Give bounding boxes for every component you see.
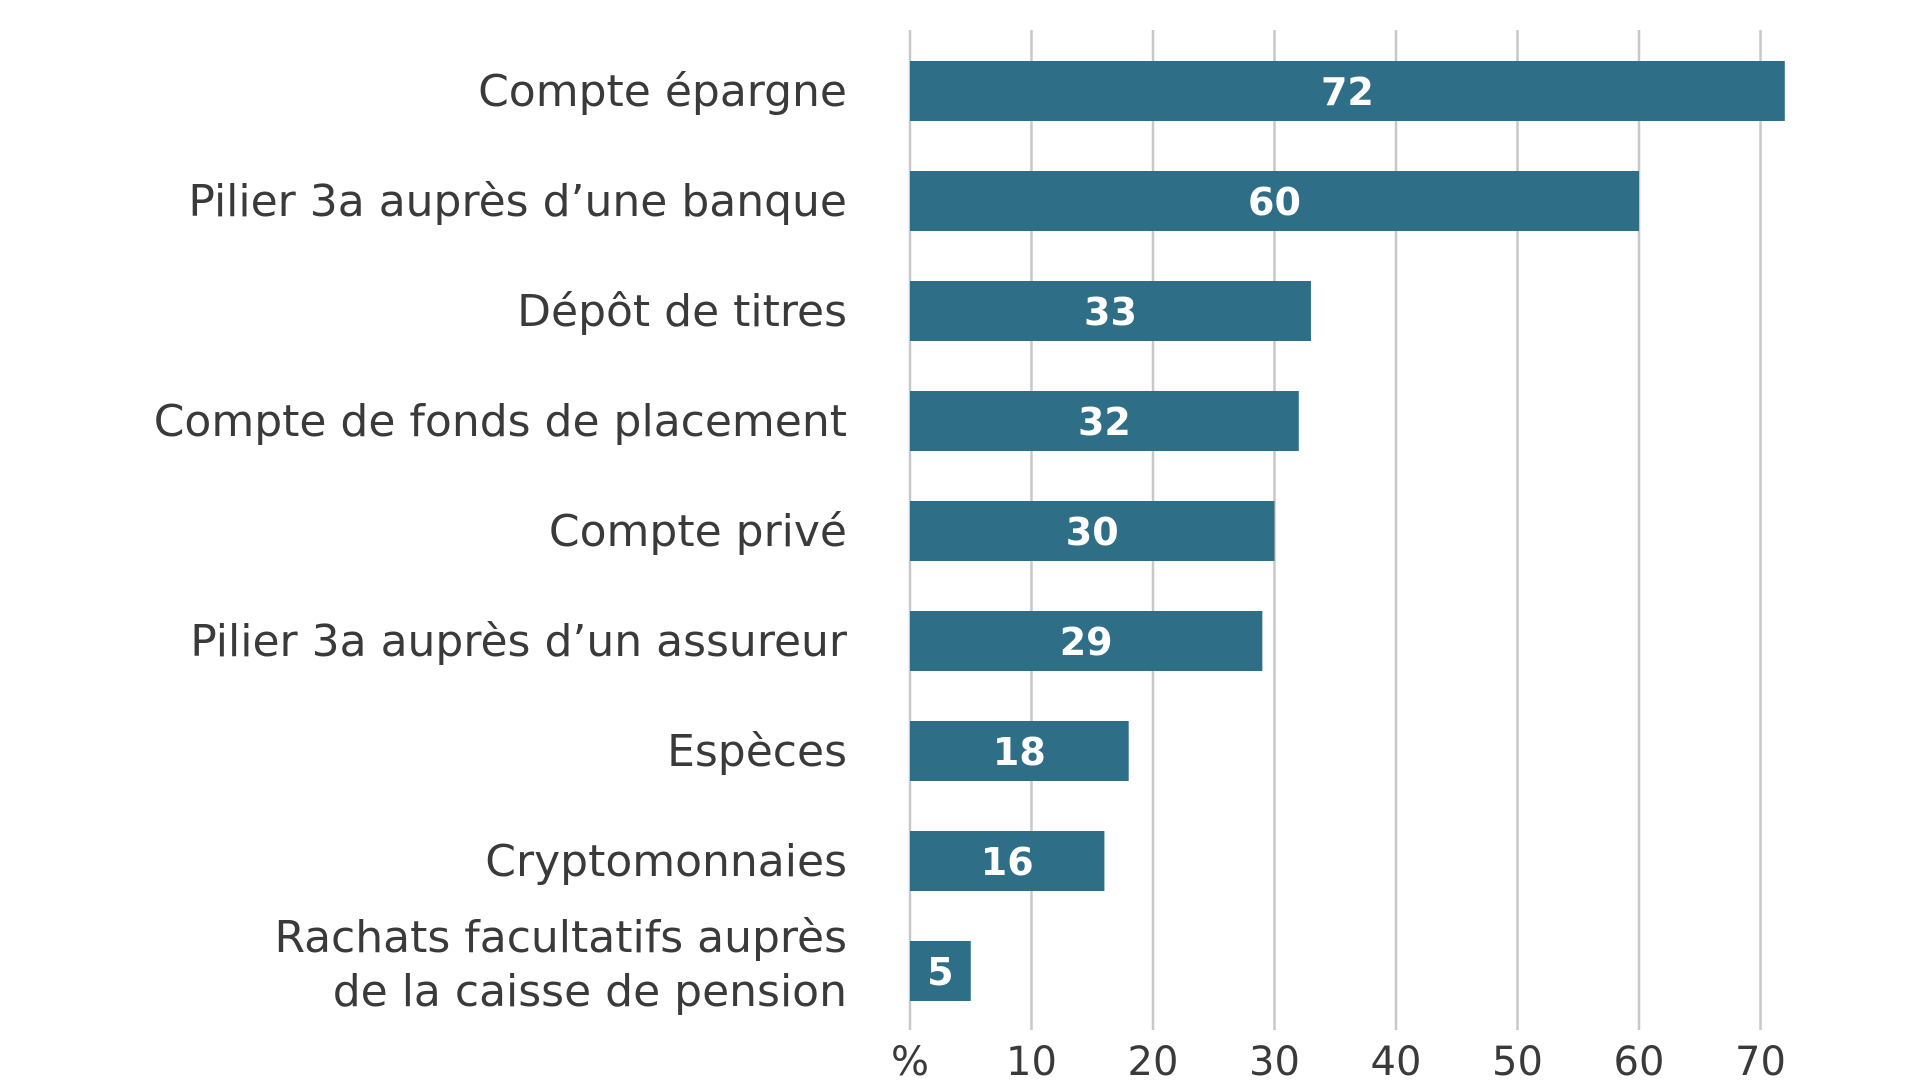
category-label-2: Dépôt de titres (517, 286, 847, 337)
bar-value-label-8: 5 (927, 950, 953, 994)
x-tick-label-50: 50 (1492, 1039, 1543, 1080)
category-label-line: Compte privé (549, 506, 847, 557)
bar-value-label-2: 33 (1084, 290, 1137, 334)
category-label-5: Pilier 3a auprès d’un assureur (190, 616, 848, 667)
bar-1 (910, 171, 1639, 231)
x-tick-label-40: 40 (1371, 1039, 1422, 1080)
x-tick-label-10: 10 (1006, 1039, 1057, 1080)
bar-value-label-3: 32 (1078, 400, 1131, 444)
category-label-line: Pilier 3a auprès d’un assureur (190, 616, 848, 667)
category-label-line: Espèces (667, 726, 847, 777)
bar-3 (910, 391, 1299, 451)
category-label-line: Rachats facultatifs auprès (274, 912, 847, 963)
x-tick-label-70: 70 (1735, 1039, 1786, 1080)
bar-value-label-7: 16 (981, 840, 1034, 884)
category-label-line: Dépôt de titres (517, 286, 847, 337)
category-label-line: Cryptomonnaies (485, 836, 847, 887)
bar-2 (910, 281, 1311, 341)
bars: 72 60 33 32 30 29 18 16 5 (910, 61, 1785, 1001)
category-label-line: Compte de fonds de placement (154, 396, 847, 447)
x-tick-label-unit: % (891, 1039, 929, 1080)
bar-6 (910, 721, 1129, 781)
bar-7 (910, 831, 1105, 891)
x-tick-label-60: 60 (1614, 1039, 1665, 1080)
x-tick-label-20: 20 (1128, 1039, 1179, 1080)
bar-5 (910, 611, 1263, 671)
category-label-0: Compte épargne (478, 66, 847, 117)
category-label-7: Cryptomonnaies (485, 836, 847, 887)
category-labels: Compte épargne Pilier 3a auprès d’une ban… (154, 66, 848, 1017)
bar-value-label-1: 60 (1248, 180, 1301, 224)
bar-value-label-5: 29 (1060, 620, 1113, 664)
category-label-line: Pilier 3a auprès d’une banque (188, 176, 847, 227)
category-label-line: Compte épargne (478, 66, 847, 117)
x-tick-label-30: 30 (1249, 1039, 1300, 1080)
bar-value-label-4: 30 (1066, 510, 1119, 554)
bar-4 (910, 501, 1275, 561)
category-label-1: Pilier 3a auprès d’une banque (188, 176, 847, 227)
bar-0 (910, 61, 1785, 121)
bar-value-label-0: 72 (1321, 70, 1374, 114)
bar-8 (910, 941, 971, 1001)
category-label-3: Compte de fonds de placement (154, 396, 847, 447)
bar-value-label-6: 18 (993, 730, 1046, 774)
x-axis-tick-labels: % 10 20 30 40 50 60 70 (891, 1039, 1786, 1080)
category-label-line: de la caisse de pension (333, 966, 847, 1017)
category-label-6: Espèces (667, 726, 847, 777)
category-label-4: Compte privé (549, 506, 847, 557)
